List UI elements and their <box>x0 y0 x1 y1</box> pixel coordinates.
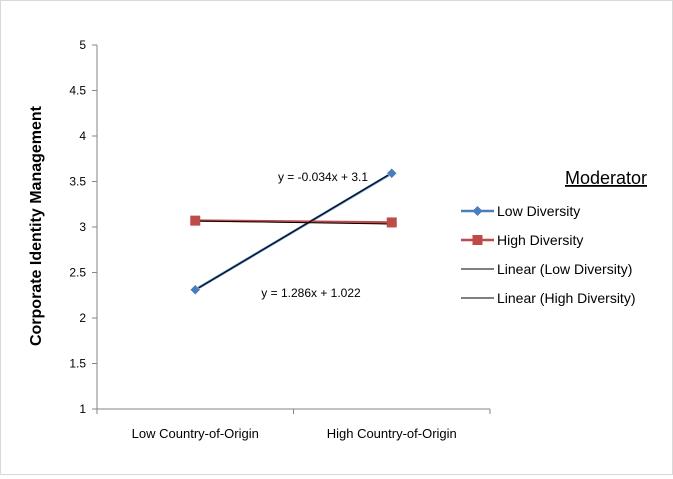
x-tick-labels: Low Country-of-Origin High Country-of-Ori… <box>132 426 457 441</box>
y-tick-label: 4 <box>79 129 86 143</box>
series-line <box>195 219 392 224</box>
legend-label: Low Diversity <box>497 203 580 219</box>
x-tick-label: Low Country-of-Origin <box>132 426 259 441</box>
legend: Moderator Low Diversity High Diversity Lin… <box>461 168 647 306</box>
legend-label: Linear (High Diversity) <box>497 290 635 306</box>
y-axis-label: Corporate Identity Management <box>28 105 45 346</box>
trendline-equation: y = -0.034x + 3.1 <box>278 170 368 184</box>
data-point <box>189 284 201 296</box>
axes <box>92 44 491 414</box>
legend-marker <box>472 206 483 216</box>
y-tick-labels: 1 1.5 2 2.5 3 3.5 4 4.5 5 <box>69 38 86 416</box>
y-tick-label: 3.5 <box>69 175 86 189</box>
data-point <box>190 215 201 226</box>
data-point <box>386 167 398 179</box>
legend-label: Linear (Low Diversity) <box>497 261 632 277</box>
y-tick-label: 2.5 <box>69 266 86 280</box>
series-layer <box>189 167 398 296</box>
y-tick-label: 1.5 <box>69 357 86 371</box>
data-point <box>386 217 397 228</box>
trendline-equation: y = 1.286x + 1.022 <box>261 286 361 300</box>
y-tick-label: 4.5 <box>69 84 86 98</box>
trendline-equations: y = 1.286x + 1.022 y = -0.034x + 3.1 <box>261 170 368 300</box>
legend-marker <box>472 235 483 245</box>
x-tick-label: High Country-of-Origin <box>327 426 457 441</box>
legend-label: High Diversity <box>497 232 583 248</box>
y-tick-label: 1 <box>79 402 86 416</box>
y-tick-label: 2 <box>79 311 86 325</box>
legend-title: Moderator <box>565 168 647 188</box>
y-tick-label: 3 <box>79 220 86 234</box>
trendline <box>195 220 392 225</box>
trendline <box>194 172 393 291</box>
y-tick-label: 5 <box>79 38 86 52</box>
